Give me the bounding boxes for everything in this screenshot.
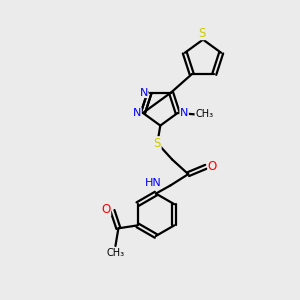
Text: N: N	[180, 108, 188, 118]
Text: CH₃: CH₃	[106, 248, 124, 258]
Text: N: N	[133, 108, 141, 118]
Text: S: S	[154, 137, 161, 150]
Text: HN: HN	[145, 178, 162, 188]
Text: O: O	[101, 203, 111, 216]
Text: O: O	[208, 160, 217, 173]
Text: CH₃: CH₃	[195, 110, 213, 119]
Text: S: S	[198, 27, 205, 40]
Text: N: N	[140, 88, 148, 98]
